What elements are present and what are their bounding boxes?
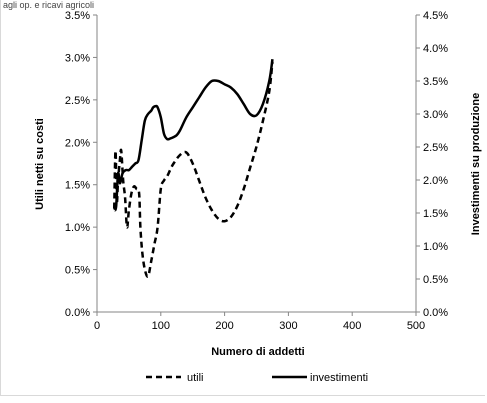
x-tick-label: 500 <box>407 320 425 332</box>
y-left-tick-label: 2.0% <box>65 137 90 149</box>
x-tick-label: 0 <box>94 320 100 332</box>
x-tick-label: 100 <box>152 320 170 332</box>
y-left-tick-label: 1.5% <box>65 180 90 192</box>
chart-frame: agli op. e ricavi agricoli 0.0% 0.5% 1.0% 1… <box>0 0 485 396</box>
legend: utili investimenti <box>146 372 368 384</box>
y-left-tick-label: 1.0% <box>65 222 90 234</box>
y-right-tick-label: 4.5% <box>423 10 448 22</box>
legend-label-utili: utili <box>187 372 204 384</box>
y-right-tick-label: 0.5% <box>423 274 448 286</box>
y-right-tick-label: 0.0% <box>423 307 448 319</box>
y-left-tick-label: 3.5% <box>65 10 90 22</box>
y-left-tick-label: 0.0% <box>65 307 90 319</box>
y-right-tick-label: 2.0% <box>423 175 448 187</box>
series-line-investimenti <box>112 59 274 212</box>
y-left-tick-label: 2.5% <box>65 95 90 107</box>
x-tick-label: 400 <box>343 320 361 332</box>
y-right-tick-label: 3.0% <box>423 109 448 121</box>
y-right-tick-label: 3.5% <box>423 76 448 88</box>
caption-text: agli op. e ricavi agricoli <box>3 0 94 10</box>
x-tick-label: 300 <box>279 320 297 332</box>
y-right-tick-label: 1.5% <box>423 208 448 220</box>
y-right-tick-label: 2.5% <box>423 142 448 154</box>
y-right-tick-label: 4.0% <box>423 43 448 55</box>
y-left-tick-label: 3.0% <box>65 52 90 64</box>
x-tick-label: 200 <box>215 320 233 332</box>
y-left-tick-label: 0.5% <box>65 265 90 277</box>
y-right-axis-title: Investimenti su produzione <box>470 93 482 235</box>
chart-axes: 0.0% 0.5% 1.0% 1.5% 2.0% 2.5% 3.0% 3.5% 0.0% 0.5%… <box>65 10 448 332</box>
series-layer <box>112 59 274 278</box>
y-left-axis-title: Utili netti su costi <box>34 118 46 210</box>
y-right-tick-label: 1.0% <box>423 241 448 253</box>
legend-label-investimenti: investimenti <box>310 372 368 384</box>
x-axis-title: Numero di addetti <box>211 346 305 358</box>
series-line-utili <box>112 61 274 278</box>
